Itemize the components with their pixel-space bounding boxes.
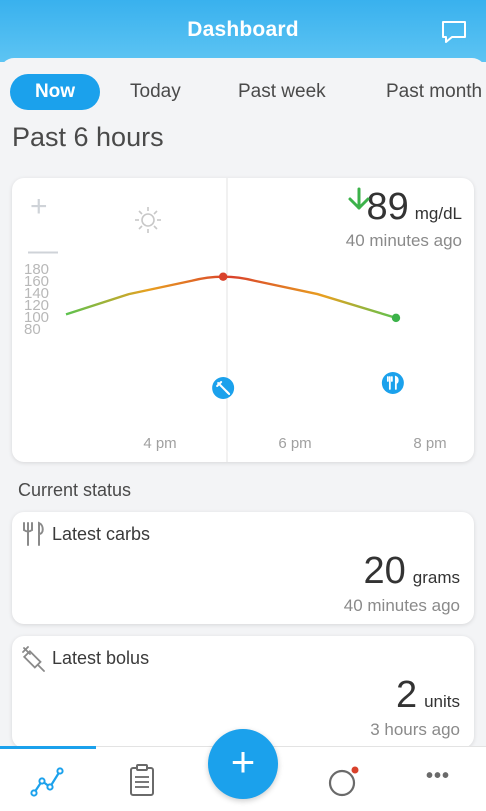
more-icon[interactable]: ••• xyxy=(425,765,450,787)
app-header: Dashboard xyxy=(0,0,486,62)
page-title: Dashboard xyxy=(187,18,299,41)
latest-carbs-card[interactable]: Latest carbs 20 grams 40 minutes ago xyxy=(12,512,474,624)
y-tick-label: 160 xyxy=(24,273,49,290)
tab-today[interactable]: Today xyxy=(130,81,181,102)
current-status-heading: Current status xyxy=(18,480,132,500)
glucose-value: 89 xyxy=(366,186,409,228)
fork-knife-icon xyxy=(23,521,44,546)
tab-past-week[interactable]: Past week xyxy=(238,81,326,102)
x-axis-ticks: 4 pm 6 pm 8 pm xyxy=(143,435,446,452)
x-tick-label: 8 pm xyxy=(413,435,446,452)
time-range-tabs: Now Today Past week Past month xyxy=(0,74,486,110)
glucose-chart-card: + — 180 160 140 120 100 80 4 pm 6 pm 8 pm xyxy=(12,178,474,462)
zoom-in-icon[interactable]: + xyxy=(30,190,48,223)
arrow-down-icon xyxy=(348,187,370,210)
status-circle-icon[interactable] xyxy=(323,761,363,801)
y-tick-label: 140 xyxy=(24,285,49,302)
glucose-readout: 89 mg/dL 40 minutes ago xyxy=(346,186,462,251)
current-reading-marker xyxy=(391,313,401,323)
syringe-icon xyxy=(22,646,45,672)
x-tick-label: 4 pm xyxy=(143,435,176,452)
add-button[interactable]: + xyxy=(208,729,278,799)
latest-bolus-value: 2 xyxy=(395,674,418,716)
y-tick-label: 120 xyxy=(24,297,49,314)
bolus-event-icon[interactable] xyxy=(212,377,235,399)
latest-carbs-title: Latest carbs xyxy=(52,524,151,544)
peak-marker xyxy=(218,272,228,281)
latest-carbs-value: 20 xyxy=(363,550,406,592)
latest-bolus-time-ago: 3 hours ago xyxy=(370,720,460,739)
carbs-event-icon[interactable] xyxy=(381,372,404,394)
y-tick-label: 180 xyxy=(24,261,49,278)
latest-carbs-unit: grams xyxy=(412,568,460,587)
add-icon: + xyxy=(230,738,256,785)
y-tick-label: 100 xyxy=(24,309,49,326)
glucose-unit: mg/dL xyxy=(414,204,462,223)
chat-bubble-icon[interactable] xyxy=(440,18,468,46)
active-tab-indicator xyxy=(0,746,96,749)
zoom-out-icon[interactable]: — xyxy=(28,234,58,267)
latest-bolus-title: Latest bolus xyxy=(52,648,150,668)
logbook-icon[interactable] xyxy=(122,761,162,801)
tab-past-month[interactable]: Past month xyxy=(386,81,483,102)
sun-icon xyxy=(135,207,161,233)
range-title: Past 6 hours xyxy=(12,122,164,152)
x-tick-label: 6 pm xyxy=(278,435,311,452)
glucose-curve xyxy=(65,275,397,320)
glucose-time-ago: 40 minutes ago xyxy=(345,231,462,250)
latest-carbs-time-ago: 40 minutes ago xyxy=(343,596,460,615)
trend-chart-icon[interactable] xyxy=(28,761,68,801)
tab-now[interactable]: Now xyxy=(10,74,100,110)
latest-bolus-unit: units xyxy=(424,692,460,711)
y-tick-label: 80 xyxy=(24,321,41,338)
